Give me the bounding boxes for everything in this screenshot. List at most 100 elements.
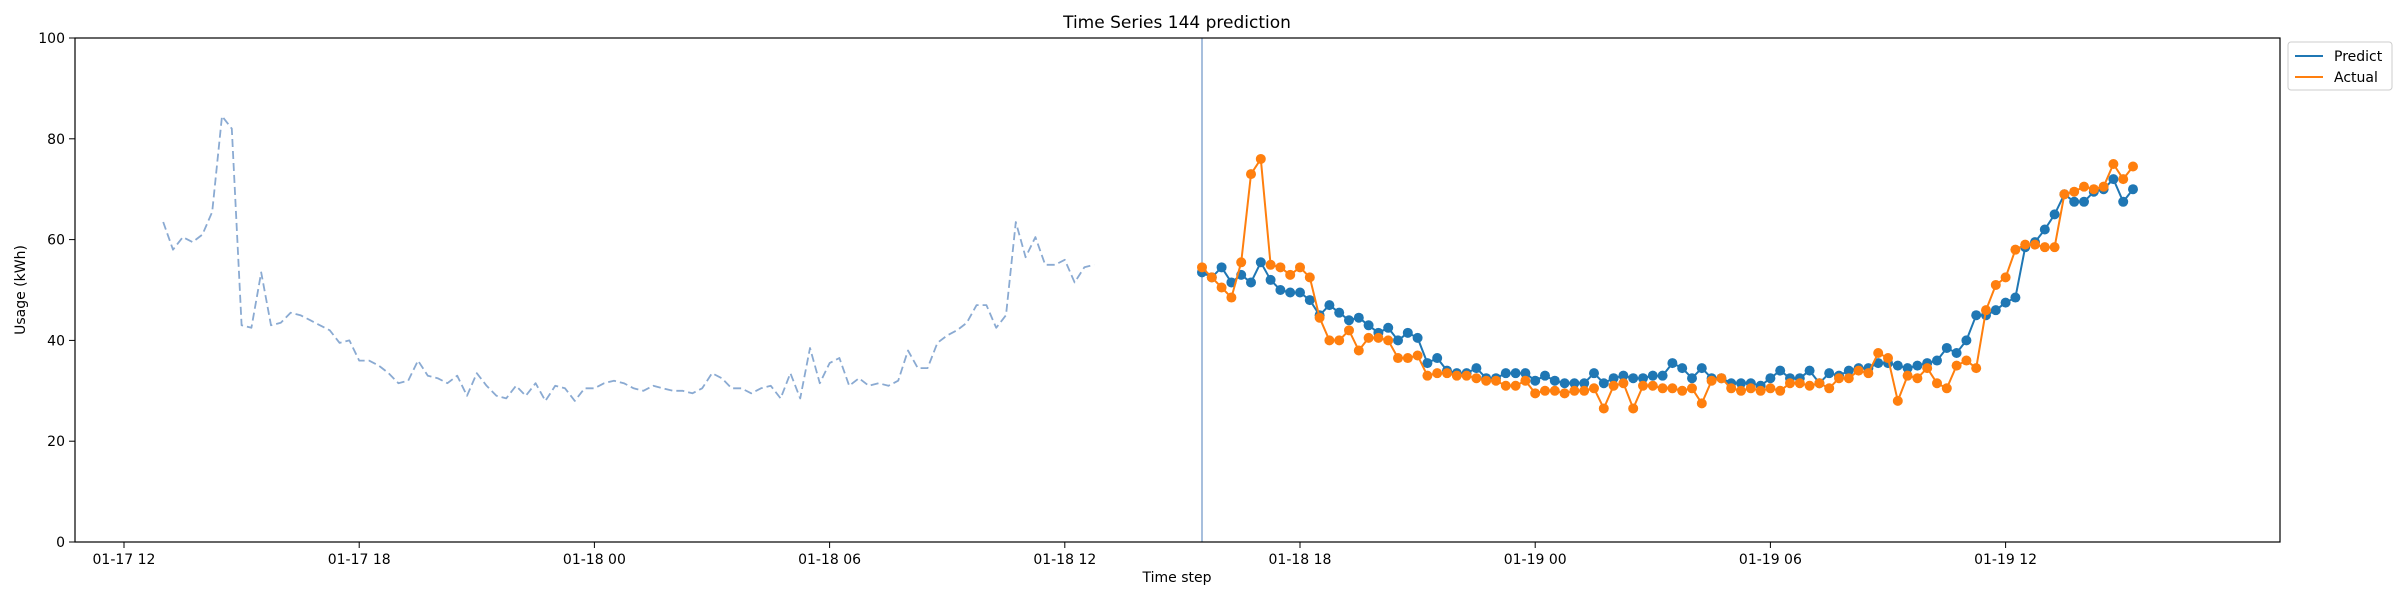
data-point-predict bbox=[1775, 365, 1786, 376]
data-point-predict bbox=[2108, 174, 2119, 185]
data-point-predict bbox=[1295, 287, 1305, 298]
data-point-actual bbox=[1922, 363, 1933, 374]
data-point-actual bbox=[1265, 259, 1276, 270]
y-tick-label: 100 bbox=[38, 31, 65, 47]
data-point-actual bbox=[2079, 181, 2089, 192]
data-point-actual bbox=[1755, 385, 1766, 396]
y-tick-label: 20 bbox=[47, 434, 65, 450]
data-point-actual bbox=[2039, 242, 2050, 253]
data-point-predict bbox=[1520, 368, 1531, 379]
y-tick-label: 0 bbox=[56, 535, 65, 551]
data-point-actual bbox=[1510, 380, 1521, 391]
data-point-predict bbox=[1824, 368, 1835, 379]
y-tick-label: 80 bbox=[47, 132, 65, 148]
data-point-actual bbox=[1618, 378, 1629, 389]
x-axis-label: Time step bbox=[1142, 570, 1212, 586]
data-point-predict bbox=[1324, 300, 1335, 311]
data-point-actual bbox=[1393, 353, 1403, 364]
data-point-predict bbox=[1638, 373, 1648, 384]
data-point-actual bbox=[1549, 385, 1560, 396]
data-point-actual bbox=[1275, 262, 1286, 273]
data-point-actual bbox=[1981, 305, 1991, 316]
data-point-actual bbox=[1667, 383, 1678, 394]
data-point-predict bbox=[1941, 342, 1952, 353]
data-point-predict bbox=[1471, 363, 1482, 374]
data-point-actual bbox=[1794, 378, 1805, 389]
data-point-predict bbox=[1589, 368, 1599, 379]
data-point-predict bbox=[1363, 320, 1374, 331]
legend: Predict Actual bbox=[2287, 41, 2393, 91]
data-point-actual bbox=[1941, 383, 1952, 394]
data-point-actual bbox=[1353, 345, 1364, 356]
data-point-actual bbox=[1932, 378, 1942, 389]
data-point-actual bbox=[1608, 380, 1619, 391]
data-point-actual bbox=[1569, 385, 1580, 396]
series-group bbox=[1197, 153, 2138, 414]
data-point-actual bbox=[1971, 363, 1982, 374]
history-line bbox=[162, 115, 1095, 402]
data-point-actual bbox=[1745, 383, 1756, 394]
data-point-actual bbox=[1912, 373, 1923, 384]
data-point-actual bbox=[1236, 257, 1247, 268]
data-point-predict bbox=[1990, 305, 2001, 316]
data-point-actual bbox=[1285, 269, 1296, 280]
y-axis-label: Usage (kWh) bbox=[13, 245, 29, 335]
data-point-actual bbox=[1785, 378, 1795, 389]
data-point-predict bbox=[1255, 257, 1266, 268]
data-point-predict bbox=[1932, 355, 1942, 366]
data-point-predict bbox=[1902, 363, 1913, 374]
data-point-actual bbox=[2000, 272, 2011, 283]
data-point-predict bbox=[1412, 332, 1423, 343]
data-point-actual bbox=[1197, 262, 1207, 273]
data-point-actual bbox=[1638, 380, 1648, 391]
data-point-predict bbox=[1912, 360, 1923, 371]
data-point-predict bbox=[1696, 363, 1707, 374]
data-point-actual bbox=[1598, 403, 1609, 414]
data-point-actual bbox=[1804, 380, 1815, 391]
data-point-actual bbox=[1402, 353, 1413, 364]
data-point-actual bbox=[1579, 385, 1590, 396]
legend-label-actual: Actual bbox=[2334, 70, 2378, 86]
data-point-predict bbox=[2000, 297, 2011, 308]
data-point-actual bbox=[1540, 385, 1550, 396]
data-point-actual bbox=[1246, 169, 1256, 180]
x-tick-label: 01-18 12 bbox=[1033, 552, 1096, 568]
data-point-actual bbox=[1726, 383, 1737, 394]
data-point-actual bbox=[2049, 242, 2060, 253]
data-point-actual bbox=[1422, 370, 1433, 381]
x-axis: 01-17 12 01-17 18 01-18 00 01-18 06 01-18 12… bbox=[93, 542, 2037, 568]
data-point-actual bbox=[1226, 292, 1237, 303]
x-tick-label: 01-18 18 bbox=[1269, 552, 1332, 568]
data-point-actual bbox=[1824, 383, 1835, 394]
data-point-predict bbox=[1353, 312, 1364, 323]
data-point-actual bbox=[1481, 375, 1492, 386]
data-point-predict bbox=[1265, 274, 1276, 285]
data-point-actual bbox=[1716, 373, 1727, 384]
data-point-actual bbox=[1363, 332, 1374, 343]
data-point-actual bbox=[2010, 244, 2021, 255]
data-point-actual bbox=[1883, 353, 1893, 364]
data-point-predict bbox=[1608, 373, 1619, 384]
data-point-actual bbox=[2030, 239, 2040, 250]
data-point-actual bbox=[2069, 186, 2080, 197]
data-point-actual bbox=[2020, 239, 2031, 250]
data-point-predict bbox=[1549, 375, 1560, 386]
data-point-predict bbox=[1285, 287, 1296, 298]
data-point-actual bbox=[1736, 385, 1746, 396]
data-point-predict bbox=[1804, 365, 1815, 376]
data-point-predict bbox=[2039, 224, 2050, 235]
data-point-predict bbox=[1402, 327, 1413, 338]
series-actual bbox=[1197, 153, 2138, 414]
x-tick-label: 01-19 12 bbox=[1974, 552, 2037, 568]
data-point-actual bbox=[1559, 388, 1570, 399]
chart-title: Time Series 144 prediction bbox=[1062, 13, 1291, 33]
data-point-actual bbox=[1853, 365, 1864, 376]
data-point-predict bbox=[2118, 196, 2129, 207]
data-point-actual bbox=[1442, 368, 1452, 379]
data-point-predict bbox=[1843, 365, 1854, 376]
data-point-actual bbox=[1706, 375, 1717, 386]
data-point-predict bbox=[1765, 373, 1776, 384]
data-point-predict bbox=[1383, 322, 1394, 333]
